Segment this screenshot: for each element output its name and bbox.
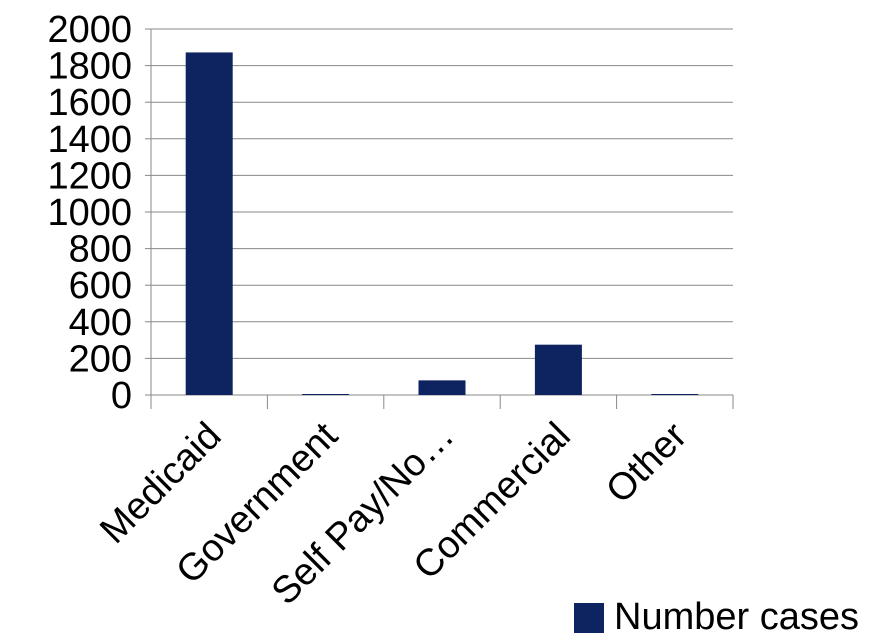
y-tick-label: 2000 xyxy=(47,9,132,51)
y-tick-label: 1800 xyxy=(47,46,132,88)
legend-label: Number cases xyxy=(614,596,859,635)
legend: Number cases xyxy=(574,596,859,635)
y-tick-label: 1200 xyxy=(47,155,132,197)
bar-medicaid xyxy=(185,52,233,395)
y-tick-label: 1400 xyxy=(47,119,132,161)
y-tick-label: 200 xyxy=(69,338,132,380)
gridlines xyxy=(151,28,733,359)
y-tick-label: 400 xyxy=(69,302,132,344)
y-tick-label: 0 xyxy=(111,375,132,417)
bar-commercial xyxy=(534,344,582,395)
y-tick-label: 1600 xyxy=(47,82,132,124)
bar-self-pay-no xyxy=(418,380,466,395)
axes xyxy=(145,28,734,409)
bar-government xyxy=(302,394,350,395)
y-tick-label: 600 xyxy=(69,265,132,307)
y-tick-label: 800 xyxy=(69,229,132,271)
bars xyxy=(185,52,699,395)
x-tick-label: Other xyxy=(598,414,695,511)
legend-swatch xyxy=(574,603,604,633)
y-tick-label: 1000 xyxy=(47,192,132,234)
bar-other xyxy=(651,394,699,395)
